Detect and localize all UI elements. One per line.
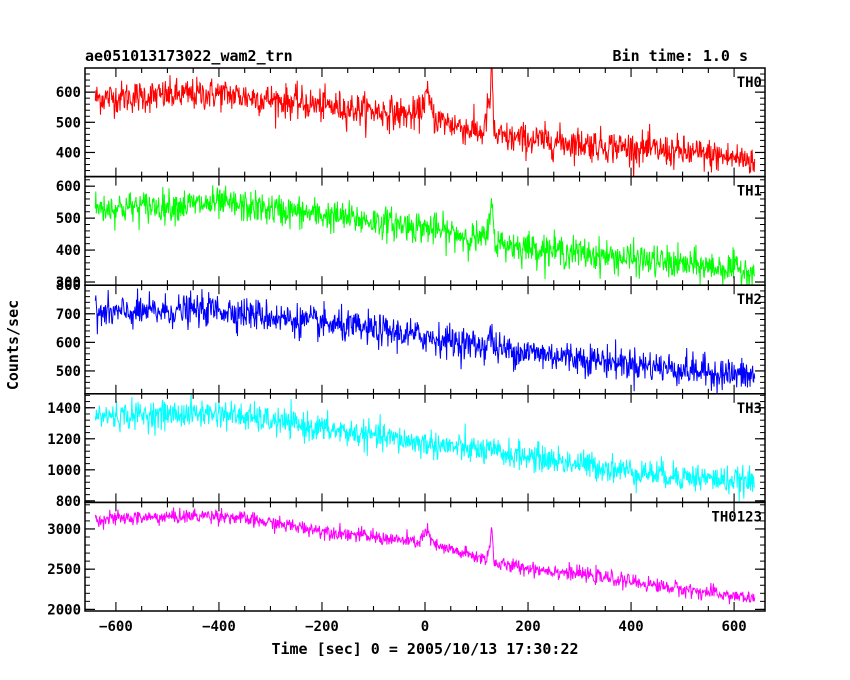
y-tick-label: 1000 xyxy=(47,463,81,479)
panel-th1: 300 400 500 600 TH1 xyxy=(56,175,766,291)
y-tick-label: 500 xyxy=(56,115,81,131)
y-tick-label: 500 xyxy=(56,364,81,380)
y-tick-label: 700 xyxy=(56,307,81,323)
y-tick-label: 3000 xyxy=(47,522,81,538)
panels-group: 400 500 600 TH0 300 400 500 600 TH1 500 600 700 800 T… xyxy=(47,67,766,618)
x-tick-label: −600 xyxy=(99,619,133,635)
x-tick-label: 0 xyxy=(421,619,429,635)
y-tick-label: 600 xyxy=(56,335,81,351)
y-tick-label: 500 xyxy=(56,211,81,227)
x-axis: −600 −400 −200 0 200 400 600 xyxy=(99,619,747,635)
x-tick-label: −400 xyxy=(202,619,236,635)
bin-time-label: Bin time: 1.0 s xyxy=(613,47,748,65)
y-tick-label: 800 xyxy=(56,278,81,294)
series-line-th0123 xyxy=(94,507,756,605)
x-tick-label: 200 xyxy=(515,619,540,635)
y-tick-label: 1400 xyxy=(47,401,81,417)
y-tick-label: 600 xyxy=(56,179,81,195)
series-line-th1 xyxy=(94,185,756,286)
panel-th2: 500 600 700 800 TH2 xyxy=(56,278,766,395)
chart-title: ae051013173022_wam2_trn xyxy=(85,47,293,65)
y-tick-label: 800 xyxy=(56,494,81,510)
y-tick-label: 2000 xyxy=(47,602,81,618)
panel-th0: 400 500 600 TH0 xyxy=(56,67,766,178)
series-line-th2 xyxy=(94,288,756,394)
y-tick-label: 1200 xyxy=(47,432,81,448)
panel-label: TH3 xyxy=(737,401,762,417)
y-tick-label: 400 xyxy=(56,145,81,161)
x-tick-label: 600 xyxy=(721,619,746,635)
y-tick-label: 400 xyxy=(56,243,81,259)
y-axis-label: Counts/sec xyxy=(4,300,22,390)
panel-th0123: 2000 2500 3000 TH0123 xyxy=(47,501,766,618)
series-line-th0 xyxy=(94,68,756,177)
y-tick-label: 300 xyxy=(56,275,81,291)
y-tick-label: 2500 xyxy=(47,562,81,578)
x-tick-label: 400 xyxy=(618,619,643,635)
panel-label: TH2 xyxy=(737,292,762,308)
panel-label: TH1 xyxy=(737,184,762,200)
panel-th3: 800 1000 1200 1400 TH3 xyxy=(47,393,766,510)
panel-label: TH0123 xyxy=(711,509,762,525)
x-tick-label: −200 xyxy=(305,619,339,635)
y-tick-label: 600 xyxy=(56,85,81,101)
x-axis-label: Time [sec] 0 = 2005/10/13 17:30:22 xyxy=(271,640,578,658)
panel-label: TH0 xyxy=(737,75,762,91)
series-line-th3 xyxy=(94,394,756,503)
